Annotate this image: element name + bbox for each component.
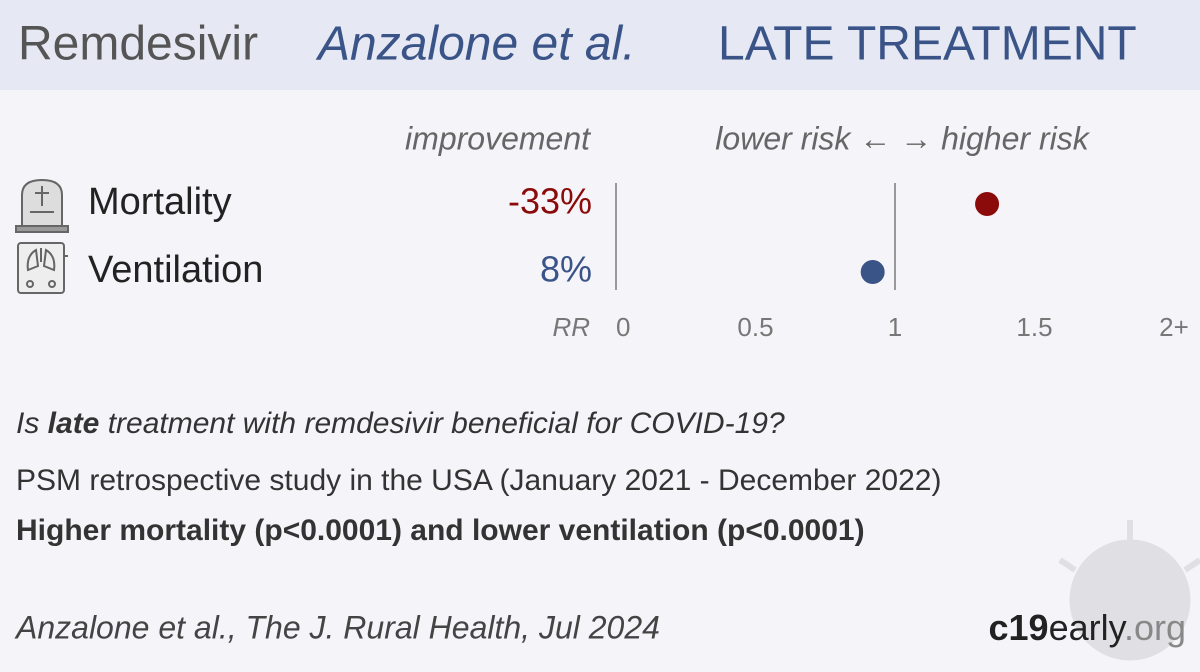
x-tick-label: 2+ xyxy=(1159,312,1189,342)
logo-part: c19 xyxy=(989,607,1049,648)
question-emphasis: late xyxy=(48,407,100,440)
improvement-label: -33% xyxy=(508,181,592,222)
x-tick-label: 0.5 xyxy=(737,312,773,342)
dot xyxy=(860,260,885,284)
question: Is late treatment with remdesivir benefi… xyxy=(16,407,785,440)
logo: c19early.org xyxy=(989,607,1186,648)
direction-label: lower risk ← → higher risk xyxy=(715,120,1090,156)
dot xyxy=(975,192,1000,216)
improvement-label: 8% xyxy=(540,249,592,290)
virus-decoration xyxy=(1058,520,1200,661)
stage: LATE TREATMENT xyxy=(718,18,1137,71)
row-label: Mortality xyxy=(88,181,232,223)
study-name: Anzalone et al. xyxy=(315,18,636,71)
question-part: treatment with remdesivir beneficial for… xyxy=(99,407,785,440)
mortality-icon xyxy=(15,178,69,233)
x-tick-label: 1.5 xyxy=(1016,312,1052,342)
header-band xyxy=(0,0,1200,90)
drug-name: Remdesivir xyxy=(18,18,258,71)
citation: Anzalone et al., The J. Rural Health, Ju… xyxy=(14,609,660,645)
row-label: Ventilation xyxy=(88,249,263,291)
x-tick-label: 0 xyxy=(616,312,630,342)
column-header: improvement xyxy=(405,120,591,156)
x-tick-label: 1 xyxy=(888,312,902,342)
logo-part: .org xyxy=(1124,607,1186,648)
logo-part: early xyxy=(1049,607,1127,648)
study-design: PSM retrospective study in the USA (Janu… xyxy=(16,464,941,497)
question-part: Is xyxy=(16,407,48,440)
ventilation-icon xyxy=(17,242,68,294)
conclusion: Higher mortality (p<0.0001) and lower ve… xyxy=(16,514,865,547)
x-axis-label: RR xyxy=(552,312,590,342)
